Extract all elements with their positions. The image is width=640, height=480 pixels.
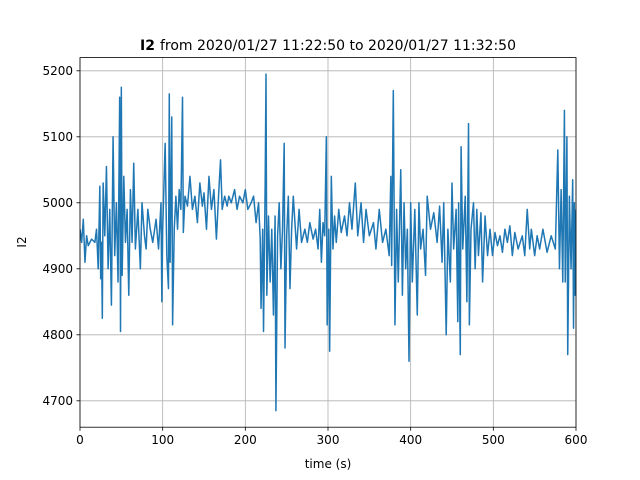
x-tick-label: 300 [317,433,340,447]
plot-frame [79,57,577,428]
y-tick-label: 4700 [42,394,73,408]
data-line [80,73,576,412]
x-tick-label: 100 [151,433,174,447]
x-tick-label: 0 [76,433,84,447]
x-tick-label: 400 [399,433,422,447]
y-axis-label: I2 [15,236,29,247]
x-tick-label: 500 [482,433,505,447]
y-tick-label: 5200 [42,64,73,78]
y-tick-label: 4900 [42,262,73,276]
title-bold: I2 [140,38,155,54]
x-tick-label: 600 [565,433,588,447]
chart-title: I2 from 2020/01/27 11:22:50 to 2020/01/27… [140,38,516,54]
x-tick-label: 200 [234,433,257,447]
y-tick-label: 4800 [42,328,73,342]
y-tick-label: 5100 [42,130,73,144]
title-rest: from 2020/01/27 11:22:50 to 2020/01/27 1… [160,38,516,54]
x-axis-label: time (s) [305,457,352,471]
y-tick-label: 5000 [42,196,73,210]
